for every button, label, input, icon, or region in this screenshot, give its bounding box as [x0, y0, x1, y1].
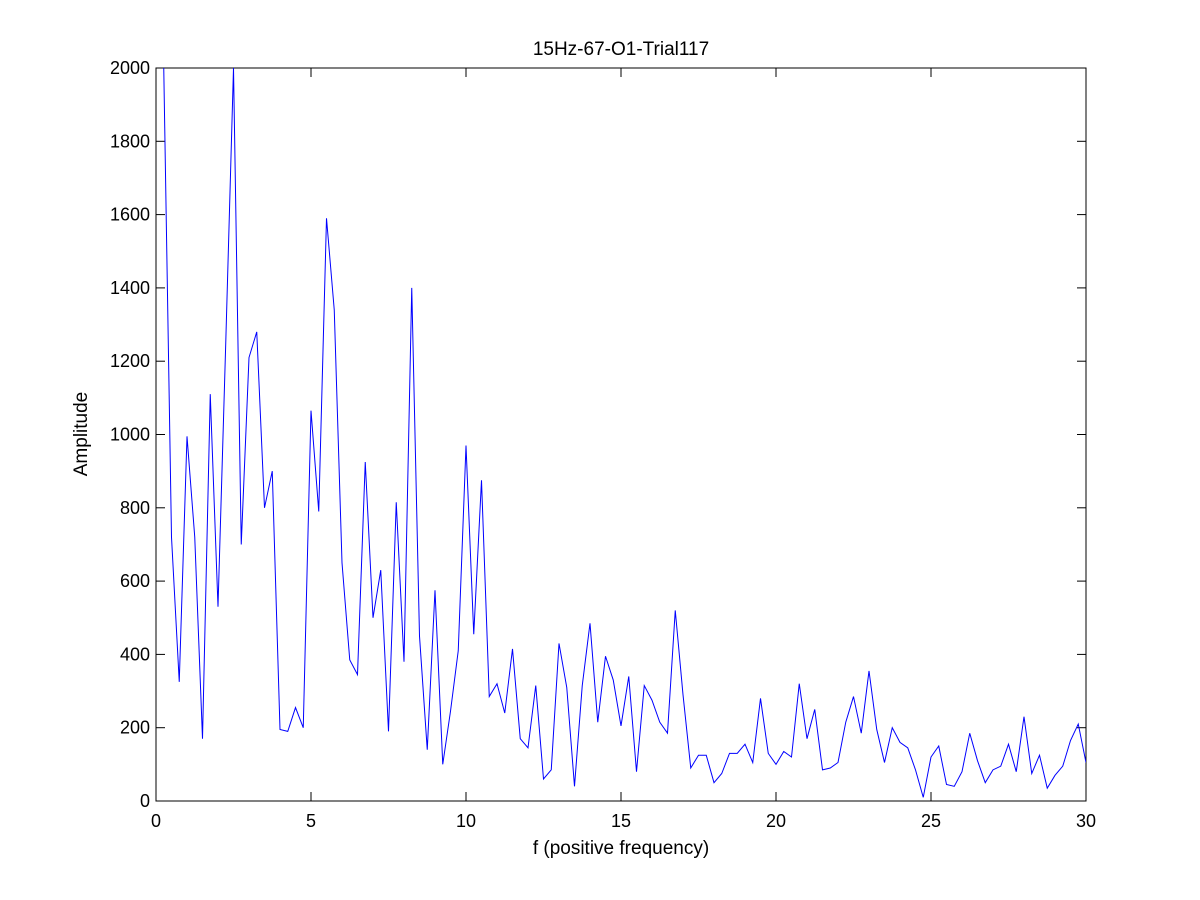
y-tick-label: 200: [120, 718, 150, 738]
chart-title: 15Hz-67-O1-Trial117: [533, 39, 709, 60]
y-tick-label: 600: [120, 571, 150, 591]
y-tick-label: 1600: [110, 205, 150, 225]
x-tick-label: 25: [921, 811, 941, 831]
series-line: [163, 68, 1086, 798]
y-tick-label: 1000: [110, 425, 150, 445]
y-axis-label: Amplitude: [71, 392, 92, 477]
series-layer: [163, 68, 1086, 798]
x-tick-label: 10: [456, 811, 476, 831]
x-tick-label: 5: [306, 811, 316, 831]
y-tick-label: 400: [120, 644, 150, 664]
y-axis: 0 200 400 600 800 1000 1200 1400 1600 1800 2000: [110, 58, 1086, 811]
axes-box: [155, 67, 1087, 802]
y-tick-label: 2000: [110, 58, 150, 78]
y-tick-label: 1200: [110, 351, 150, 371]
x-axis: 0 5 10 15 20 25 30: [151, 68, 1096, 831]
y-tick-label: 1800: [110, 131, 150, 151]
x-tick-label: 15: [611, 811, 631, 831]
x-tick-label: 30: [1076, 811, 1096, 831]
y-tick-label: 0: [140, 791, 150, 811]
y-tick-label: 800: [120, 498, 150, 518]
x-tick-label: 0: [151, 811, 161, 831]
y-tick-label: 1400: [110, 278, 150, 298]
x-axis-label: f (positive frequency): [533, 838, 709, 859]
plot-area: 0 5 10 15 20 25 30 0 200 400 600 800 1000 1200 1400 16…: [110, 58, 1096, 831]
x-tick-label: 20: [766, 811, 786, 831]
